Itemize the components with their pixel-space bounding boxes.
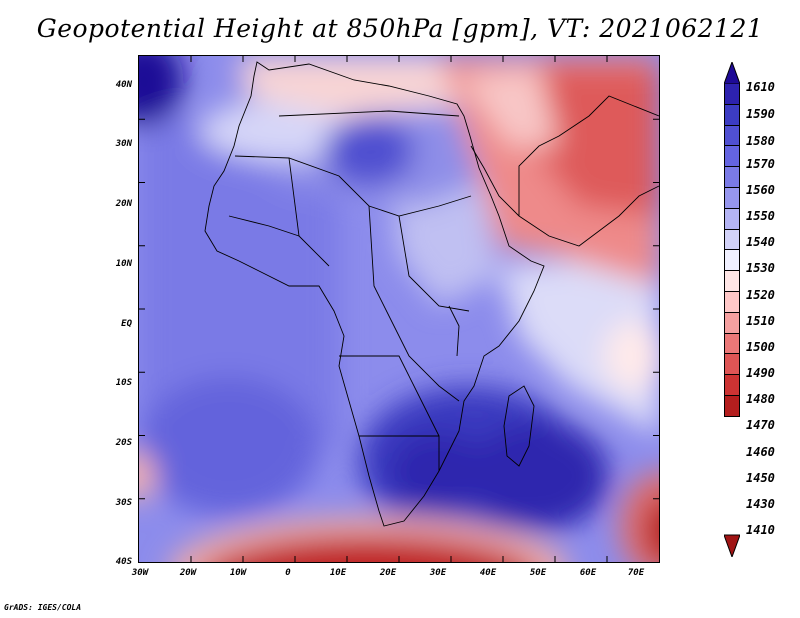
axis-ticks — [139, 56, 659, 562]
lon-label-20w: 20W — [179, 568, 197, 578]
colorbar-swatch — [724, 104, 740, 126]
colorbar-label: 1450 — [746, 471, 775, 485]
colorbar — [724, 84, 740, 417]
lat-label-30n: 30N — [115, 139, 132, 149]
colorbar-swatch — [724, 333, 740, 355]
colorbar-swatch — [724, 84, 740, 105]
height-field — [139, 56, 659, 562]
colorbar-label: 1520 — [746, 288, 775, 302]
lon-label-10e: 10E — [329, 568, 347, 578]
lat-label-20s: 20S — [115, 438, 132, 448]
map-panel — [138, 55, 660, 563]
colorbar-label: 1580 — [746, 134, 775, 148]
geopotential-map — [139, 56, 659, 562]
colorbar-label: 1490 — [746, 366, 775, 380]
colorbar-label: 1430 — [746, 497, 775, 511]
colorbar-swatch — [724, 208, 740, 230]
lon-label-60e: 60E — [579, 568, 597, 578]
colorbar-swatch — [724, 125, 740, 147]
lat-label-40s: 40S — [115, 557, 132, 567]
lat-label-eq: EQ — [121, 319, 132, 329]
colorbar-label: 1540 — [746, 235, 775, 249]
lon-label-20e: 20E — [379, 568, 397, 578]
colorbar-label: 1550 — [746, 209, 775, 223]
colorbar-label: 1510 — [746, 314, 775, 328]
colorbar-label: 1470 — [746, 418, 775, 432]
footer-credit: GrADS: IGES/COLA — [4, 603, 82, 612]
lon-label-50e: 50E — [529, 568, 547, 578]
colorbar-swatch — [724, 312, 740, 334]
colorbar-top-arrow — [724, 62, 740, 84]
colorbar-label: 1460 — [746, 445, 775, 459]
colorbar-swatch — [724, 167, 740, 188]
lat-label-30s: 30S — [115, 498, 132, 508]
lat-label-20n: 20N — [115, 199, 132, 209]
lat-label-40n: 40N — [115, 80, 132, 90]
chart-title: Geopotential Height at 850hPa [gpm], VT:… — [36, 14, 764, 43]
colorbar-label: 1480 — [746, 392, 775, 406]
lat-label-10n: 10N — [115, 259, 132, 269]
colorbar-label: 1570 — [746, 157, 775, 171]
colorbar-label: 1610 — [746, 80, 775, 94]
lon-label-70e: 70E — [627, 568, 645, 578]
colorbar-label: 1590 — [746, 107, 775, 121]
lon-label-0: 0 — [285, 568, 291, 578]
lon-label-40e: 40E — [479, 568, 497, 578]
coastlines — [204, 61, 659, 527]
colorbar-swatch — [724, 395, 740, 417]
colorbar-swatch — [724, 146, 740, 168]
lat-label-10s: 10S — [115, 378, 132, 388]
lon-label-30w: 30W — [131, 568, 149, 578]
colorbar-swatch — [724, 291, 740, 313]
colorbar-bottom-arrow — [724, 534, 740, 557]
colorbar-swatch — [724, 187, 740, 209]
lon-label-30e: 30E — [429, 568, 447, 578]
colorbar-swatch — [724, 250, 740, 272]
colorbar-swatch — [724, 354, 740, 376]
colorbar-label: 1560 — [746, 183, 775, 197]
colorbar-label: 1500 — [746, 340, 775, 354]
colorbar-swatch — [724, 229, 740, 251]
colorbar-swatch — [724, 375, 740, 396]
colorbar-label: 1410 — [746, 523, 775, 537]
lon-label-10w: 10W — [229, 568, 247, 578]
colorbar-label: 1530 — [746, 261, 775, 275]
colorbar-swatch — [724, 271, 740, 292]
